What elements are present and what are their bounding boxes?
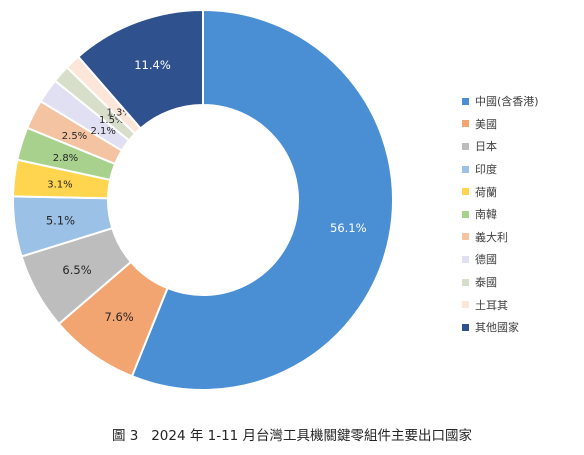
data-label-4: 3.1% bbox=[47, 179, 72, 190]
legend-swatch bbox=[462, 323, 469, 331]
legend-item: 泰國 bbox=[462, 271, 539, 294]
legend-label: 其他國家 bbox=[475, 321, 519, 335]
legend-swatch bbox=[462, 210, 469, 218]
figure-caption: 圖 3 2024 年 1-11 月台灣工具機關鍵零組件主要出口國家 bbox=[111, 428, 473, 444]
data-label-0: 56.1% bbox=[330, 221, 367, 235]
legend-item: 南韓 bbox=[462, 203, 539, 226]
legend-swatch bbox=[462, 188, 469, 196]
data-label-3: 5.1% bbox=[46, 213, 75, 227]
slice-0 bbox=[130, 8, 394, 391]
data-label-6: 2.5% bbox=[62, 131, 87, 142]
data-label-1: 7.6% bbox=[104, 310, 133, 324]
legend-swatch bbox=[462, 301, 469, 309]
data-label-9: 1.3% bbox=[107, 107, 132, 118]
legend-swatch bbox=[462, 97, 469, 105]
legend-label: 德國 bbox=[475, 253, 497, 267]
legend-item: 其他國家 bbox=[462, 316, 539, 339]
legend-label: 印度 bbox=[475, 163, 497, 177]
slice-10 bbox=[76, 8, 204, 130]
data-label-10: 11.4% bbox=[134, 58, 171, 72]
legend-swatch bbox=[462, 233, 469, 241]
legend-item: 中國(含香港) bbox=[462, 90, 539, 113]
legend-label: 南韓 bbox=[475, 208, 497, 222]
legend-swatch bbox=[462, 255, 469, 263]
data-label-5: 2.8% bbox=[53, 153, 78, 164]
legend-label: 日本 bbox=[475, 140, 497, 154]
legend-label: 泰國 bbox=[475, 276, 497, 290]
data-label-8: 1.5% bbox=[99, 115, 124, 126]
legend-label: 義大利 bbox=[475, 230, 508, 244]
data-label-2: 6.5% bbox=[62, 263, 91, 277]
legend-item: 義大利 bbox=[462, 226, 539, 249]
legend-label: 荷蘭 bbox=[475, 185, 497, 199]
legend-label: 中國(含香港) bbox=[475, 95, 539, 109]
legend-item: 土耳其 bbox=[462, 293, 539, 316]
legend-item: 印度 bbox=[462, 158, 539, 181]
legend-item: 日本 bbox=[462, 135, 539, 158]
legend-swatch bbox=[462, 165, 469, 173]
legend-label: 美國 bbox=[475, 117, 497, 131]
data-label-7: 2.1% bbox=[90, 126, 115, 137]
legend-swatch bbox=[462, 142, 469, 150]
legend-label: 土耳其 bbox=[475, 298, 508, 312]
legend-item: 美國 bbox=[462, 113, 539, 136]
chart-legend: 中國(含香港) 美國日本印度荷蘭南韓義大利德國泰國土耳其其他國家 bbox=[462, 90, 539, 339]
legend-item: 德國 bbox=[462, 248, 539, 271]
legend-swatch bbox=[462, 120, 469, 128]
legend-item: 荷蘭 bbox=[462, 180, 539, 203]
legend-swatch bbox=[462, 278, 469, 286]
